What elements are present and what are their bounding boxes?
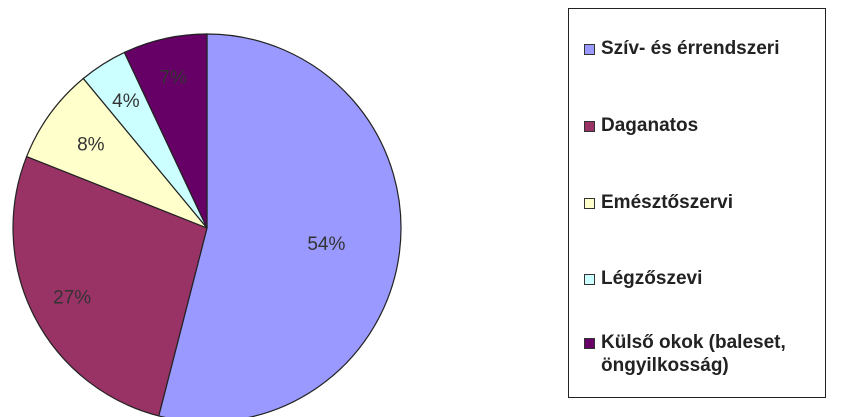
legend-label: Szív- és érrendszeri (601, 38, 780, 59)
legend-swatch (584, 44, 595, 55)
chart-legend: Szív- és érrendszeri Daganatos Emésztősz… (568, 8, 826, 398)
slice-emesztoszervi (25, 77, 208, 229)
legend-swatch (584, 121, 595, 132)
legend-swatch (584, 274, 595, 285)
legend-label: Külső okok (baleset, öngyilkosság) (601, 332, 786, 376)
legend-label: Légzőszevi (601, 268, 703, 289)
legend-item-sziv: Szív- és érrendszeri (584, 37, 779, 60)
legend-item-emesztoszervi: Emésztőszervi (584, 191, 733, 214)
slice-value-label: 4% (112, 91, 140, 112)
slice-value-label: 54% (307, 234, 345, 255)
slice-kulso-okok (123, 33, 208, 229)
legend-item-kulso-okok: Külső okok (baleset, öngyilkosság) (584, 331, 816, 377)
slice-value-label: 27% (53, 288, 91, 309)
legend-label: Emésztőszervi (601, 192, 734, 213)
legend-swatch (584, 338, 595, 349)
slice-value-label: 8% (77, 135, 105, 156)
legend-swatch (584, 198, 595, 209)
slice-daganatos (12, 155, 208, 417)
legend-label: Daganatos (601, 115, 699, 136)
slice-value-label: 7% (159, 68, 187, 89)
legend-item-legzoszevi: Légzőszevi (584, 267, 702, 290)
legend-item-daganatos: Daganatos (584, 114, 698, 137)
pie-chart-plot: 54% 27% 8% 4% 7% (12, 33, 402, 417)
